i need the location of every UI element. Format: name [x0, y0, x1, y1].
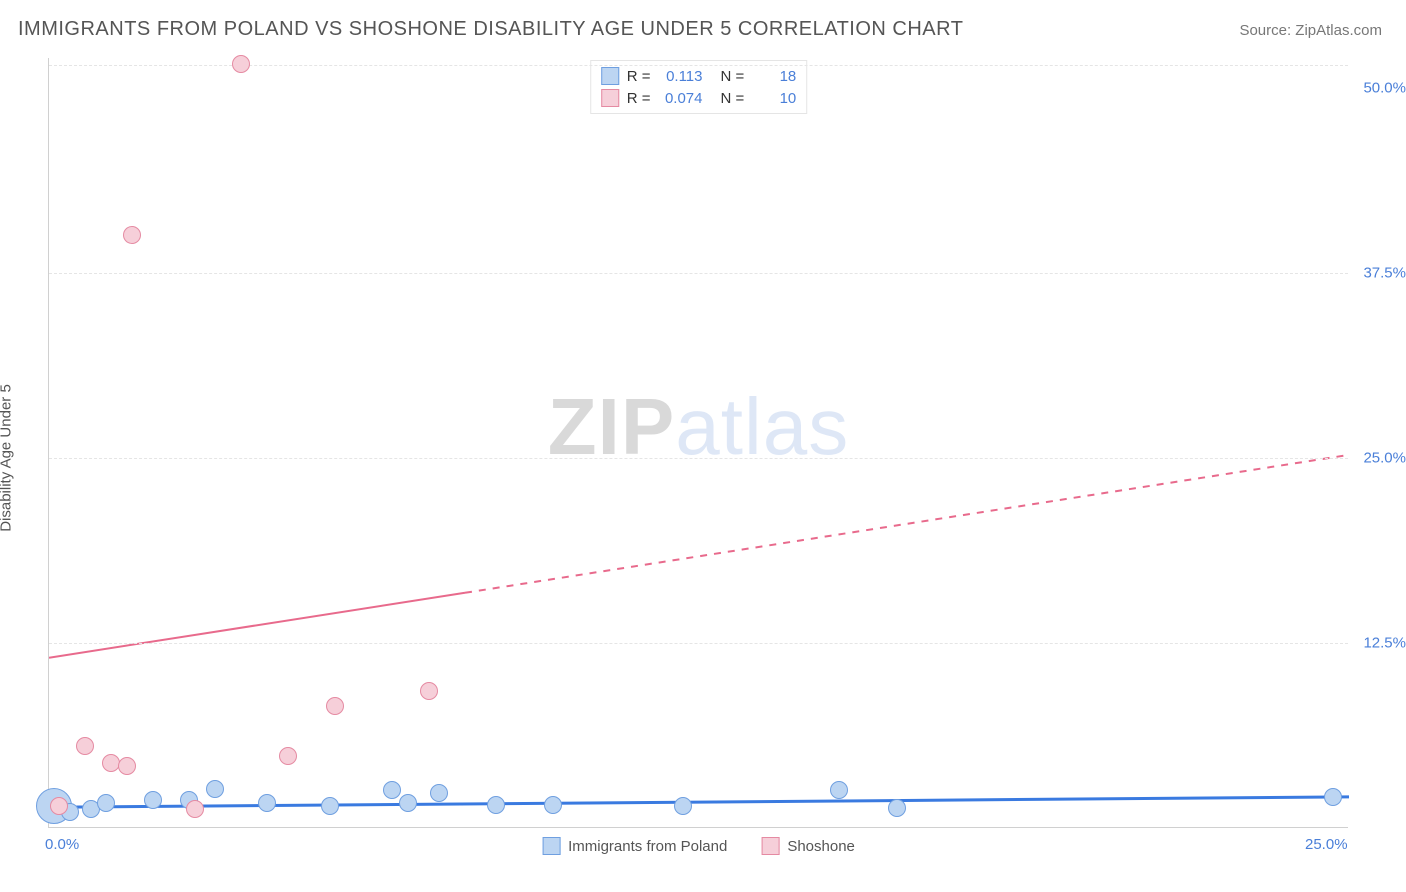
- data-point: [888, 799, 906, 817]
- header: IMMIGRANTS FROM POLAND VS SHOSHONE DISAB…: [0, 0, 1406, 49]
- data-point: [544, 796, 562, 814]
- stats-row: R = 0.074 N = 10: [601, 87, 797, 109]
- data-point: [321, 797, 339, 815]
- data-point: [830, 781, 848, 799]
- data-point: [420, 682, 438, 700]
- data-point: [97, 794, 115, 812]
- x-tick-label: 0.0%: [45, 836, 79, 853]
- legend-label: Immigrants from Poland: [568, 838, 727, 855]
- legend-swatch: [601, 67, 619, 85]
- trend-lines: [49, 58, 1349, 828]
- n-value: 18: [752, 68, 796, 85]
- source-label: Source: ZipAtlas.com: [1239, 22, 1382, 39]
- data-point: [50, 797, 68, 815]
- data-point: [487, 796, 505, 814]
- n-label: N =: [721, 68, 745, 85]
- r-value: 0.074: [659, 90, 703, 107]
- legend-item: Shoshone: [761, 837, 855, 855]
- data-point: [232, 55, 250, 73]
- data-point: [186, 800, 204, 818]
- y-tick-label: 12.5%: [1363, 634, 1406, 651]
- data-point: [76, 737, 94, 755]
- data-point: [430, 784, 448, 802]
- data-point: [383, 781, 401, 799]
- data-point: [118, 757, 136, 775]
- scatter-plot: ZIPatlas R =0.113N =18R =0.074N =10 Immi…: [48, 58, 1348, 828]
- y-tick-label: 25.0%: [1363, 449, 1406, 466]
- data-point: [206, 780, 224, 798]
- grid-line: [49, 273, 1348, 274]
- data-point: [144, 791, 162, 809]
- data-point: [279, 747, 297, 765]
- stats-row: R = 0.113 N = 18: [601, 65, 797, 87]
- r-label: R =: [627, 68, 651, 85]
- legend-label: Shoshone: [787, 838, 855, 855]
- y-tick-label: 37.5%: [1363, 264, 1406, 281]
- chart-title: IMMIGRANTS FROM POLAND VS SHOSHONE DISAB…: [18, 18, 963, 41]
- legend-swatch: [601, 89, 619, 107]
- legend-item: Immigrants from Poland: [542, 837, 727, 855]
- data-point: [1324, 788, 1342, 806]
- data-point: [326, 697, 344, 715]
- y-axis-label: Disability Age Under 5: [0, 384, 15, 532]
- data-point: [258, 794, 276, 812]
- series-legend: Immigrants from Poland Shoshone: [542, 837, 855, 855]
- r-label: R =: [627, 90, 651, 107]
- grid-line: [49, 643, 1348, 644]
- chart-container: Disability Age Under 5 ZIPatlas R =0.113…: [18, 58, 1388, 858]
- x-tick-label: 25.0%: [1305, 836, 1348, 853]
- legend-swatch: [761, 837, 779, 855]
- data-point: [123, 226, 141, 244]
- n-value: 10: [752, 90, 796, 107]
- data-point: [399, 794, 417, 812]
- legend-swatch: [542, 837, 560, 855]
- n-label: N =: [721, 90, 745, 107]
- grid-line: [49, 458, 1348, 459]
- data-point: [674, 797, 692, 815]
- y-tick-label: 50.0%: [1363, 79, 1406, 96]
- r-value: 0.113: [659, 68, 703, 85]
- watermark: ZIPatlas: [548, 381, 849, 473]
- stats-legend: R = 0.113 N = 18 R = 0.074 N = 10: [590, 60, 808, 114]
